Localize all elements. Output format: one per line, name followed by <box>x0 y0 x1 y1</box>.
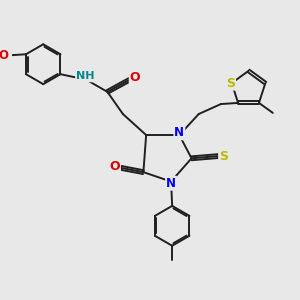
Text: N: N <box>166 177 176 190</box>
Text: O: O <box>0 49 8 62</box>
Text: O: O <box>109 160 120 173</box>
Text: NH: NH <box>76 71 94 81</box>
Text: O: O <box>130 71 140 84</box>
Text: N: N <box>174 126 184 139</box>
Text: S: S <box>226 76 235 90</box>
Text: S: S <box>219 150 228 163</box>
